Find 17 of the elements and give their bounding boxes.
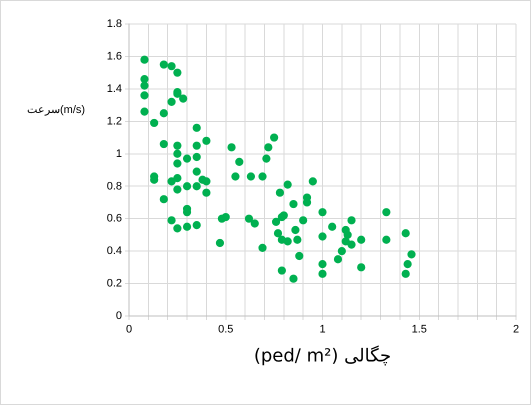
x-tick-label: 1 bbox=[319, 324, 326, 336]
y-tick-label: 0.8 bbox=[106, 180, 122, 192]
x-tick-label: 1.5 bbox=[412, 324, 427, 336]
y-tick-label: 1.2 bbox=[106, 115, 122, 128]
x-tick-label: 0 bbox=[126, 324, 132, 336]
x-tick-label: 0.5 bbox=[218, 324, 234, 336]
y-tick-label: 1 bbox=[116, 148, 122, 160]
x-axis-title: (ped/ m²) چگالی bbox=[254, 344, 392, 367]
x-tick-label: 2 bbox=[512, 324, 520, 336]
y-tick-label: 0 bbox=[116, 310, 122, 322]
y-axis-title: سرعت(m/s) bbox=[27, 104, 86, 116]
y-tick-label: 0.4 bbox=[106, 245, 122, 258]
y-tick-label: 0.6 bbox=[106, 212, 122, 225]
y-tick-label: 1.8 bbox=[106, 18, 122, 30]
y-tick-label: 1.4 bbox=[106, 82, 122, 95]
y-tick-label: 0.2 bbox=[106, 278, 122, 290]
y-tick-label: 1.6 bbox=[106, 50, 122, 62]
